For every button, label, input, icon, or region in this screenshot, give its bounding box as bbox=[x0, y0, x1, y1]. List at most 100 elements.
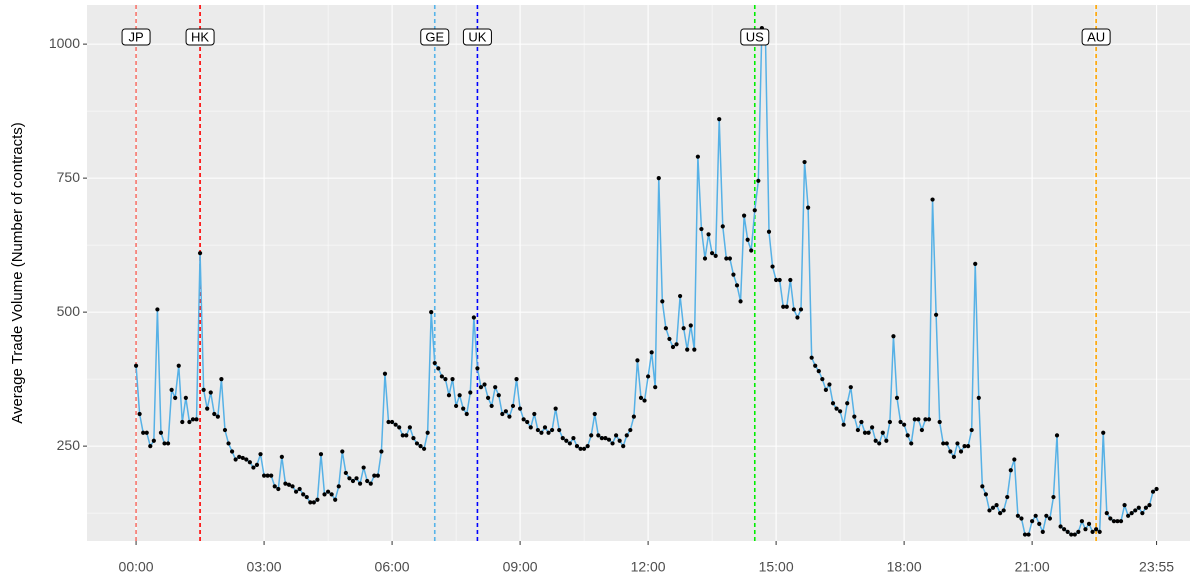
data-point bbox=[212, 411, 217, 417]
data-point bbox=[450, 377, 455, 382]
data-point bbox=[624, 433, 629, 438]
data-point bbox=[670, 344, 676, 350]
data-point bbox=[1118, 519, 1124, 524]
data-point bbox=[173, 395, 178, 400]
data-point bbox=[646, 374, 651, 379]
data-point bbox=[699, 226, 704, 232]
data-point bbox=[468, 390, 473, 395]
data-point bbox=[137, 411, 142, 417]
data-point bbox=[233, 457, 238, 462]
data-point bbox=[966, 444, 971, 449]
data-point bbox=[923, 417, 928, 422]
data-point bbox=[905, 433, 910, 438]
data-point bbox=[848, 385, 853, 390]
data-point bbox=[247, 460, 252, 465]
data-point bbox=[951, 454, 956, 459]
data-point bbox=[706, 232, 711, 237]
data-point bbox=[710, 251, 715, 256]
data-point bbox=[304, 494, 309, 500]
data-point bbox=[407, 425, 412, 430]
data-point bbox=[347, 476, 352, 481]
data-point bbox=[397, 425, 402, 430]
data-point bbox=[386, 419, 391, 425]
market-label-box bbox=[740, 28, 770, 46]
data-point bbox=[208, 390, 213, 395]
data-point bbox=[873, 438, 878, 443]
data-point bbox=[891, 334, 896, 339]
data-point bbox=[571, 435, 576, 441]
data-point bbox=[678, 293, 683, 299]
x-tick-label: 03:00 bbox=[247, 559, 282, 575]
data-point bbox=[1015, 513, 1021, 518]
data-point bbox=[283, 481, 288, 486]
data-point bbox=[667, 336, 672, 342]
data-point bbox=[336, 484, 341, 489]
data-point bbox=[311, 500, 316, 505]
data-point bbox=[418, 444, 423, 449]
data-point bbox=[365, 478, 370, 484]
data-point bbox=[621, 444, 626, 449]
data-point bbox=[1022, 532, 1028, 537]
data-point bbox=[1154, 486, 1159, 492]
data-point bbox=[279, 454, 284, 459]
x-tick-label: 09:00 bbox=[503, 559, 538, 575]
data-point bbox=[453, 403, 459, 409]
data-point bbox=[521, 417, 526, 422]
data-point bbox=[1122, 502, 1127, 508]
data-point bbox=[375, 473, 380, 478]
data-point bbox=[990, 505, 996, 510]
data-point bbox=[219, 377, 224, 382]
data-point bbox=[144, 430, 149, 435]
x-tick-label: 15:00 bbox=[759, 559, 794, 575]
market-label: HK bbox=[191, 29, 209, 44]
data-point bbox=[774, 277, 779, 283]
data-point bbox=[197, 251, 203, 256]
data-point bbox=[770, 264, 775, 269]
market-label: JP bbox=[128, 29, 143, 44]
data-point bbox=[574, 444, 580, 449]
data-point bbox=[382, 371, 388, 376]
data-point bbox=[425, 430, 430, 435]
data-point bbox=[482, 382, 487, 387]
x-tick-label: 23:55 bbox=[1139, 559, 1174, 575]
data-point bbox=[1111, 519, 1117, 524]
data-point bbox=[845, 401, 850, 406]
data-point bbox=[446, 393, 452, 398]
data-point bbox=[717, 117, 722, 122]
x-tick-label: 18:00 bbox=[887, 559, 922, 575]
market-label-box bbox=[121, 28, 151, 46]
data-point bbox=[781, 304, 786, 309]
data-point bbox=[738, 299, 743, 304]
market-label: US bbox=[746, 29, 764, 44]
data-point bbox=[1097, 529, 1102, 534]
data-point bbox=[898, 419, 903, 425]
data-point bbox=[887, 419, 892, 425]
data-point bbox=[478, 385, 484, 390]
data-point bbox=[830, 401, 836, 406]
data-point bbox=[752, 208, 757, 213]
data-point bbox=[205, 406, 210, 411]
y-axis-label: Average Trade Volume (Number of contract… bbox=[9, 122, 26, 424]
data-point bbox=[674, 342, 679, 347]
data-point bbox=[1104, 511, 1109, 516]
data-point bbox=[934, 312, 939, 317]
data-point bbox=[628, 427, 633, 433]
data-point bbox=[610, 441, 615, 446]
data-point bbox=[816, 368, 821, 374]
data-point bbox=[1083, 527, 1088, 532]
data-point bbox=[1090, 529, 1095, 534]
data-point bbox=[361, 465, 366, 470]
data-point bbox=[692, 347, 697, 352]
data-point bbox=[1062, 527, 1067, 532]
data-point bbox=[400, 433, 405, 438]
data-point bbox=[820, 377, 825, 382]
data-point bbox=[514, 377, 519, 382]
data-point bbox=[276, 486, 281, 492]
data-point bbox=[838, 409, 843, 414]
data-point bbox=[190, 417, 196, 422]
data-point bbox=[788, 277, 793, 283]
data-point bbox=[685, 347, 690, 352]
data-point bbox=[546, 430, 551, 435]
data-point bbox=[958, 449, 964, 454]
